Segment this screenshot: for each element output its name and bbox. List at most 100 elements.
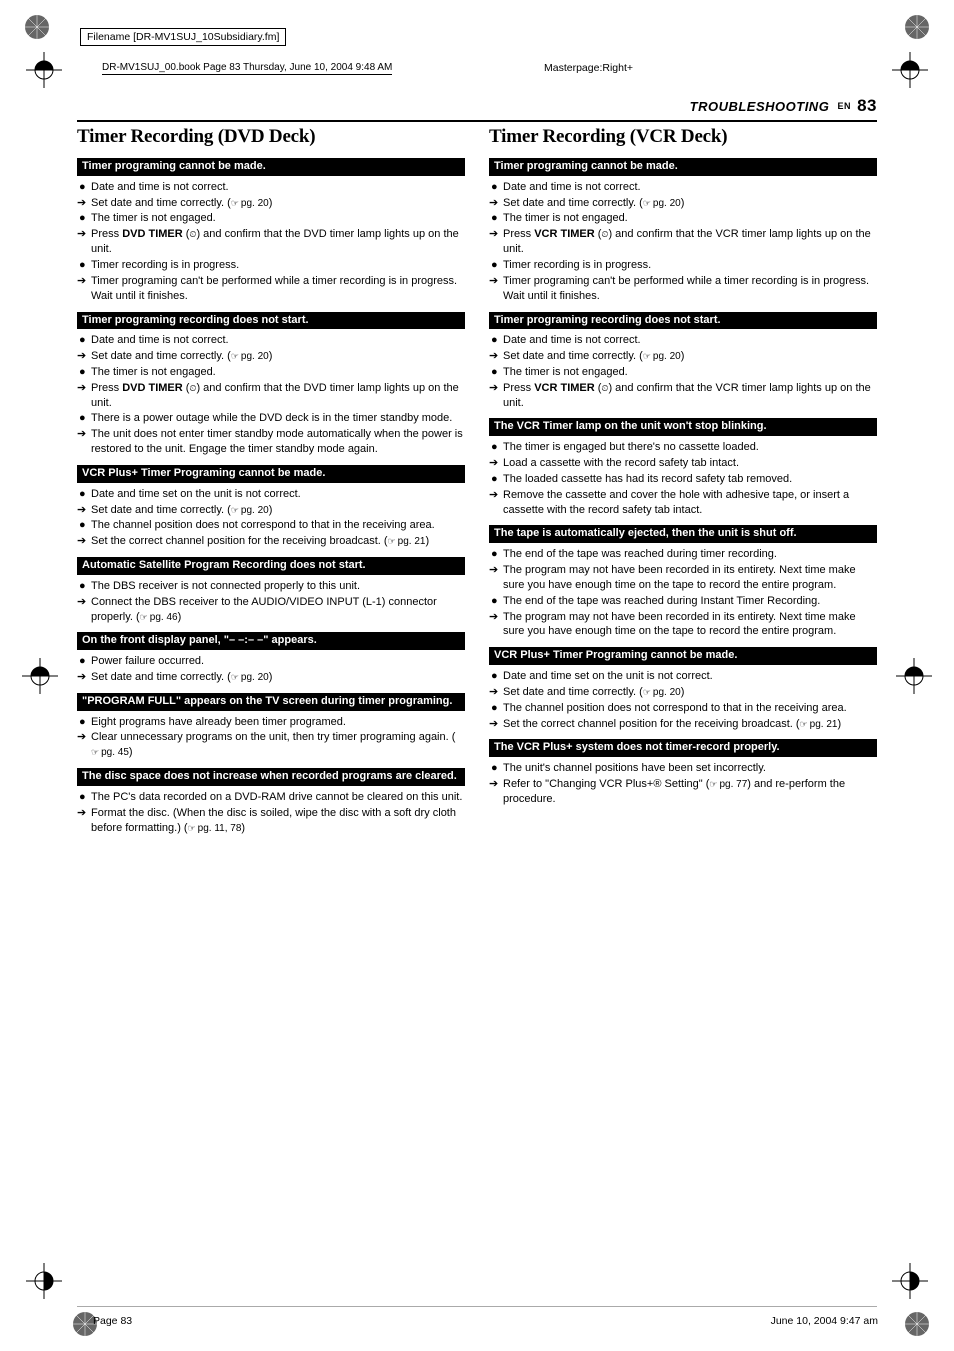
list-item: ●The loaded cassette has had its record … bbox=[489, 472, 877, 487]
page-ref: pg. 20 bbox=[643, 686, 681, 700]
problem-heading: Automatic Satellite Program Recording do… bbox=[77, 557, 465, 575]
item-list: ●Power failure occurred.➔Set date and ti… bbox=[77, 654, 465, 685]
item-text: The end of the tape was reached during t… bbox=[503, 547, 877, 562]
reg-mark-right-icon bbox=[896, 658, 932, 699]
page-ref: pg. 11, 78 bbox=[188, 822, 242, 836]
item-text: The PC's data recorded on a DVD-RAM driv… bbox=[91, 790, 465, 805]
problem-heading: Timer programing cannot be made. bbox=[489, 158, 877, 176]
list-item: ●Timer recording is in progress. bbox=[489, 258, 877, 273]
lang-code: EN bbox=[837, 101, 851, 111]
page-ref: pg. 20 bbox=[231, 197, 269, 211]
page-header: TROUBLESHOOTING EN 83 bbox=[77, 96, 877, 116]
item-text: Connect the DBS receiver to the AUDIO/VI… bbox=[91, 595, 465, 625]
bullet-dot-icon: ● bbox=[77, 411, 91, 426]
list-item: ➔Press VCR TIMER () and confirm that the… bbox=[489, 381, 877, 411]
item-text: Press VCR TIMER () and confirm that the … bbox=[503, 381, 877, 411]
list-item: ➔Set date and time correctly. (pg. 20) bbox=[77, 670, 465, 685]
list-item: ●The timer is not engaged. bbox=[77, 211, 465, 226]
crop-mark-bottom-right-icon bbox=[892, 1263, 928, 1299]
right-column: Timer Recording (VCR Deck) Timer program… bbox=[489, 126, 877, 836]
item-list: ●The end of the tape was reached during … bbox=[489, 547, 877, 639]
reg-starburst-tr-icon bbox=[904, 14, 930, 40]
arrow-icon: ➔ bbox=[489, 610, 503, 640]
item-list: ●Date and time is not correct.➔Set date … bbox=[77, 180, 465, 304]
page-number: 83 bbox=[857, 96, 877, 115]
item-text: The DBS receiver is not connected proper… bbox=[91, 579, 465, 594]
item-text: The timer is not engaged. bbox=[503, 211, 877, 226]
item-text: The end of the tape was reached during I… bbox=[503, 594, 877, 609]
header-rule bbox=[77, 120, 877, 122]
problem-heading: VCR Plus+ Timer Programing cannot be mad… bbox=[77, 465, 465, 483]
list-item: ➔Press DVD TIMER () and confirm that the… bbox=[77, 227, 465, 257]
list-item: ●Eight programs have already been timer … bbox=[77, 715, 465, 730]
item-text: The timer is not engaged. bbox=[91, 211, 465, 226]
item-text: Timer recording is in progress. bbox=[503, 258, 877, 273]
item-text: The channel position does not correspond… bbox=[503, 701, 877, 716]
bullet-dot-icon: ● bbox=[77, 333, 91, 348]
list-item: ➔Clear unnecessary programs on the unit,… bbox=[77, 730, 465, 760]
left-column: Timer Recording (DVD Deck) Timer program… bbox=[77, 126, 465, 836]
bullet-dot-icon: ● bbox=[489, 669, 503, 684]
page-ref: pg. 20 bbox=[643, 197, 681, 211]
problem-heading: The tape is automatically ejected, then … bbox=[489, 525, 877, 543]
item-text: Press DVD TIMER () and confirm that the … bbox=[91, 381, 465, 411]
item-text: The timer is not engaged. bbox=[91, 365, 465, 380]
arrow-icon: ➔ bbox=[77, 196, 91, 211]
book-info-label: DR-MV1SUJ_00.book Page 83 Thursday, June… bbox=[102, 62, 392, 75]
item-text: Date and time is not correct. bbox=[91, 180, 465, 195]
list-item: ●Date and time is not correct. bbox=[489, 180, 877, 195]
list-item: ➔Set date and time correctly. (pg. 20) bbox=[489, 349, 877, 364]
list-item: ●The unit's channel positions have been … bbox=[489, 761, 877, 776]
bullet-dot-icon: ● bbox=[77, 180, 91, 195]
key-name: DVD TIMER bbox=[122, 382, 183, 394]
list-item: ●The DBS receiver is not connected prope… bbox=[77, 579, 465, 594]
item-text: Date and time set on the unit is not cor… bbox=[503, 669, 877, 684]
item-text: Remove the cassette and cover the hole w… bbox=[503, 488, 877, 518]
list-item: ➔Load a cassette with the record safety … bbox=[489, 456, 877, 471]
item-text: Refer to "Changing VCR Plus+® Setting" (… bbox=[503, 777, 877, 807]
bullet-dot-icon: ● bbox=[77, 579, 91, 594]
item-text: Press DVD TIMER () and confirm that the … bbox=[91, 227, 465, 257]
arrow-icon: ➔ bbox=[489, 717, 503, 732]
bullet-dot-icon: ● bbox=[77, 487, 91, 502]
key-name: DVD TIMER bbox=[122, 228, 183, 240]
arrow-icon: ➔ bbox=[489, 349, 503, 364]
page-ref: pg. 46 bbox=[140, 611, 178, 625]
timer-icon bbox=[189, 382, 196, 394]
list-item: ●The end of the tape was reached during … bbox=[489, 594, 877, 609]
item-text: Set date and time correctly. (pg. 20) bbox=[91, 196, 465, 211]
footer-rule bbox=[77, 1306, 877, 1307]
list-item: ●Date and time is not correct. bbox=[489, 333, 877, 348]
reg-starburst-tl-icon bbox=[24, 14, 50, 40]
page-ref: pg. 20 bbox=[231, 350, 269, 364]
problem-heading: The VCR Timer lamp on the unit won't sto… bbox=[489, 418, 877, 436]
item-text: Set date and time correctly. (pg. 20) bbox=[91, 670, 465, 685]
filename-label: Filename [DR-MV1SUJ_10Subsidiary.fm] bbox=[80, 28, 286, 46]
page-ref: pg. 21 bbox=[388, 535, 426, 549]
item-list: ●The timer is engaged but there's no cas… bbox=[489, 440, 877, 517]
item-list: ●The PC's data recorded on a DVD-RAM dri… bbox=[77, 790, 465, 836]
item-text: Timer programing can't be performed whil… bbox=[91, 274, 465, 304]
arrow-icon: ➔ bbox=[77, 534, 91, 549]
reg-mark-left-icon bbox=[22, 658, 58, 699]
list-item: ➔Set the correct channel position for th… bbox=[489, 717, 877, 732]
footer-page: Page 83 bbox=[93, 1315, 132, 1327]
arrow-icon: ➔ bbox=[77, 227, 91, 257]
arrow-icon: ➔ bbox=[489, 777, 503, 807]
list-item: ➔The program may not have been recorded … bbox=[489, 610, 877, 640]
list-item: ➔Set date and time correctly. (pg. 20) bbox=[77, 349, 465, 364]
footer-date: June 10, 2004 9:47 am bbox=[771, 1315, 878, 1327]
list-item: ➔Set date and time correctly. (pg. 20) bbox=[77, 503, 465, 518]
bullet-dot-icon: ● bbox=[489, 333, 503, 348]
list-item: ➔Press VCR TIMER () and confirm that the… bbox=[489, 227, 877, 257]
item-text: Set date and time correctly. (pg. 20) bbox=[503, 349, 877, 364]
bullet-dot-icon: ● bbox=[77, 211, 91, 226]
list-item: ➔Timer programing can't be performed whi… bbox=[489, 274, 877, 304]
arrow-icon: ➔ bbox=[77, 349, 91, 364]
arrow-icon: ➔ bbox=[489, 685, 503, 700]
bullet-dot-icon: ● bbox=[489, 211, 503, 226]
left-section-title: Timer Recording (DVD Deck) bbox=[77, 126, 465, 148]
list-item: ●The channel position does not correspon… bbox=[77, 518, 465, 533]
list-item: ●Date and time set on the unit is not co… bbox=[489, 669, 877, 684]
bullet-dot-icon: ● bbox=[489, 258, 503, 273]
